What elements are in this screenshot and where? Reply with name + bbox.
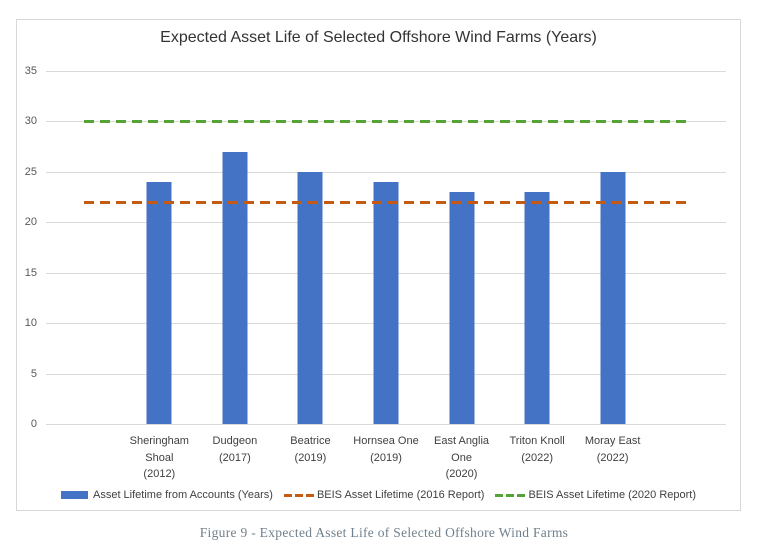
y-axis-tick-label: 20 xyxy=(24,216,37,229)
bar xyxy=(222,151,248,424)
x-axis-tick-label: Moray East (2022) xyxy=(584,435,641,464)
legend-dash-swatch-2016 xyxy=(283,493,314,497)
y-axis-tick-label: 15 xyxy=(24,266,37,279)
gridline xyxy=(46,424,726,425)
x-axis-tick-label: Sheringham Shoal (2012) xyxy=(129,435,189,480)
legend-item-bars: Asset Lifetime from Accounts (Years) xyxy=(60,489,273,501)
y-axis-tick-label: 10 xyxy=(24,317,37,330)
x-axis-tick-label: Beatrice (2019) xyxy=(290,435,331,464)
bar xyxy=(524,192,550,424)
x-axis-tick-label: East Anglia One (2020) xyxy=(434,435,490,480)
reference-line xyxy=(83,119,689,123)
y-axis-tick-label: 5 xyxy=(30,367,37,380)
legend-item-beis-2016: BEIS Asset Lifetime (2016 Report) xyxy=(283,489,485,501)
plot-area: 0 5 10 15 20 25 30 35 Sheringham Shoal (2012) Dud… xyxy=(25,65,726,480)
y-axis-tick-label: 25 xyxy=(24,165,37,178)
gridline xyxy=(46,71,726,72)
chart-legend: Asset Lifetime from Accounts (Years) BEI… xyxy=(17,489,740,501)
bar xyxy=(600,171,626,424)
x-axis-tick-label: Triton Knoll (2022) xyxy=(509,435,565,464)
legend-label-bars: Asset Lifetime from Accounts (Years) xyxy=(92,489,273,501)
legend-bar-swatch xyxy=(60,491,88,499)
y-axis-tick-label: 35 xyxy=(24,65,37,77)
legend-item-beis-2020: BEIS Asset Lifetime (2020 Report) xyxy=(495,489,696,501)
y-axis-tick-label: 0 xyxy=(30,418,37,430)
gridline xyxy=(46,171,726,173)
legend-dash-swatch-2020 xyxy=(495,493,526,497)
legend-label-beis-2020: BEIS Asset Lifetime (2020 Report) xyxy=(528,489,696,501)
figure-caption: Figure 9 - Expected Asset Life of Select… xyxy=(199,525,569,540)
reference-line xyxy=(83,200,689,204)
bar xyxy=(146,181,172,424)
bar xyxy=(373,181,399,424)
bar xyxy=(297,171,323,424)
chart-title: Expected Asset Life of Selected Offshore… xyxy=(160,29,597,46)
x-axis-tick-label: Hornsea One (2019) xyxy=(353,435,419,464)
bar xyxy=(449,192,475,424)
legend-label-beis-2016: BEIS Asset Lifetime (2016 Report) xyxy=(316,489,485,501)
x-axis-tick-label: Dudgeon (2017) xyxy=(212,435,258,464)
y-axis-tick-label: 30 xyxy=(24,115,37,128)
chart-card: Expected Asset Life of Selected Offshore… xyxy=(16,19,741,511)
